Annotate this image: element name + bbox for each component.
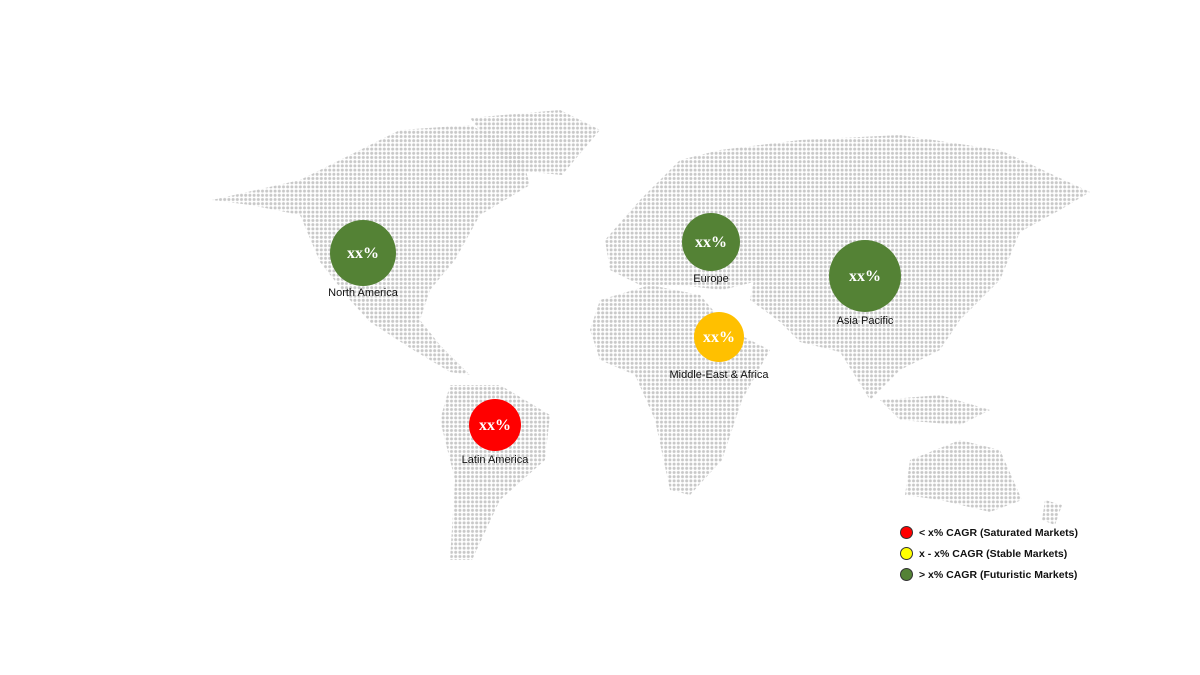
bubble-value-europe: xx% bbox=[695, 234, 727, 251]
region-label-latin-america: Latin America bbox=[462, 454, 530, 466]
landmass-indonesia bbox=[880, 395, 990, 425]
bubble-value-asia-pacific: xx% bbox=[849, 268, 881, 285]
landmass-south-america bbox=[440, 385, 550, 560]
legend-swatch-yellow bbox=[900, 547, 913, 560]
bubble-latin-america bbox=[469, 399, 521, 451]
bubble-middle-east-africa bbox=[694, 312, 744, 362]
bubble-value-north-america: xx% bbox=[347, 245, 379, 262]
region-label-asia-pacific: Asia Pacific bbox=[837, 315, 894, 327]
landmass-africa bbox=[590, 285, 770, 495]
landmass-new-zealand bbox=[1042, 500, 1062, 525]
legend-item: < x% CAGR (Saturated Markets) bbox=[900, 522, 1078, 543]
legend-label: < x% CAGR (Saturated Markets) bbox=[919, 526, 1079, 539]
bubble-europe bbox=[682, 213, 740, 271]
legend-swatch-green bbox=[900, 568, 913, 581]
legend: < x% CAGR (Saturated Markets) x - x% CAG… bbox=[900, 522, 1078, 585]
legend-label: > x% CAGR (Futuristic Markets) bbox=[919, 568, 1078, 581]
bubble-asia-pacific bbox=[829, 240, 901, 312]
region-label-middle-east-africa: Middle-East & Africa bbox=[669, 369, 769, 381]
landmass-asia bbox=[720, 135, 1090, 400]
legend-item: x - x% CAGR (Stable Markets) bbox=[900, 543, 1078, 564]
legend-swatch-red bbox=[900, 526, 913, 539]
region-label-europe: Europe bbox=[693, 273, 728, 285]
landmass-australia bbox=[905, 440, 1022, 512]
region-label-north-america: North America bbox=[328, 287, 399, 299]
bubble-north-america bbox=[330, 220, 396, 286]
bubble-value-latin-america: xx% bbox=[479, 417, 511, 434]
legend-item: > x% CAGR (Futuristic Markets) bbox=[900, 564, 1078, 585]
bubble-value-middle-east-africa: xx% bbox=[703, 329, 735, 346]
landmass-greenland bbox=[470, 110, 600, 175]
legend-label: x - x% CAGR (Stable Markets) bbox=[919, 547, 1068, 560]
